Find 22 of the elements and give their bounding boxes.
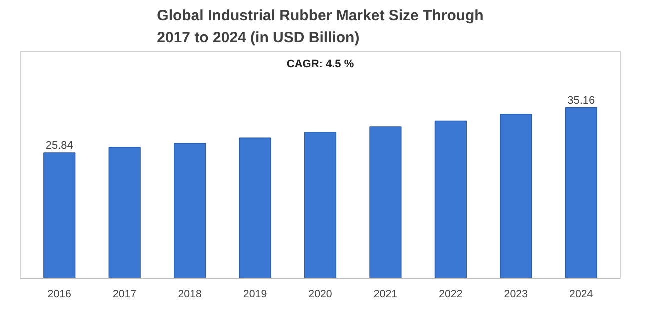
data-label: 25.84 bbox=[46, 140, 74, 152]
text: CAGR: 4.5 % bbox=[286, 58, 354, 70]
x-tick-label: 2018 bbox=[178, 288, 202, 300]
bar bbox=[500, 114, 532, 278]
x-tick-label: 2017 bbox=[112, 288, 137, 300]
x-tick-label: 2024 bbox=[570, 288, 594, 300]
bar bbox=[304, 132, 337, 278]
chart-title: Global Industrial Rubber Market Size Through 2017 to 2024 (in USD Billion) bbox=[157, 7, 484, 46]
bar bbox=[565, 107, 598, 278]
x-tick-label: 2023 bbox=[504, 288, 528, 300]
x-tick-label: 2020 bbox=[308, 288, 332, 300]
x-tick-label: 2022 bbox=[439, 288, 463, 300]
data-label: 35.16 bbox=[568, 94, 596, 107]
bar bbox=[174, 143, 206, 278]
x-tick-label: 2021 bbox=[374, 288, 398, 300]
x-tick-label: 2016 bbox=[48, 288, 72, 300]
bar bbox=[239, 138, 272, 278]
bar bbox=[370, 126, 402, 278]
x-tick-label: 2019 bbox=[243, 288, 268, 300]
bar bbox=[108, 147, 141, 278]
bar bbox=[434, 120, 467, 278]
bar bbox=[44, 152, 76, 278]
